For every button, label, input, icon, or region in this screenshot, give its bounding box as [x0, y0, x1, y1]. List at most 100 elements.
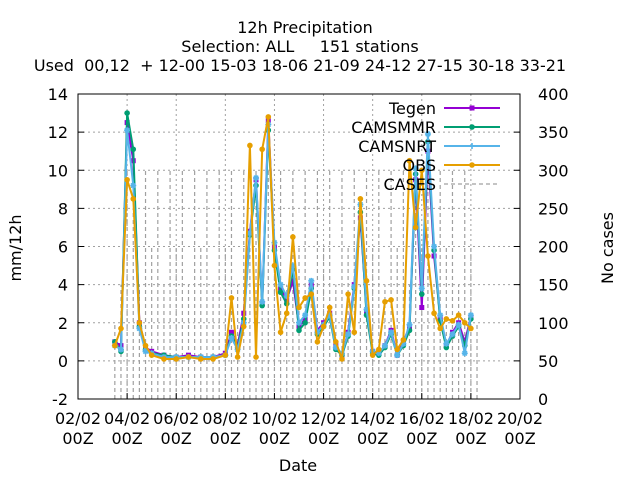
data-point [253, 354, 259, 360]
data-point [400, 337, 407, 343]
data-point [351, 283, 358, 290]
y-tick-label: -2 [52, 390, 68, 409]
data-point [142, 342, 149, 349]
data-point [381, 342, 388, 349]
data-point [443, 340, 450, 347]
data-point [296, 304, 302, 311]
data-point [136, 319, 143, 326]
data-point [136, 325, 143, 332]
data-point [234, 354, 241, 360]
y2-tick-label: 0 [538, 390, 548, 409]
data-point [271, 262, 278, 269]
data-point [228, 335, 235, 341]
data-point [345, 331, 352, 338]
data-point [283, 293, 290, 300]
y2-tick-label: 200 [538, 238, 569, 257]
data-point [425, 253, 431, 259]
data-point [326, 312, 333, 319]
data-point [228, 329, 234, 335]
y-tick-label: 14 [48, 85, 68, 104]
x-axis-ticks: 02/0200Z04/0200Z06/0200Z08/0200Z10/0200Z… [55, 393, 543, 448]
x-tick-label-date: 02/02 [55, 409, 101, 428]
x-axis-label: Date [279, 456, 317, 475]
x-tick-label-hour: 00Z [161, 429, 192, 448]
data-point [265, 114, 272, 120]
data-point [418, 167, 425, 174]
x-tick-label-hour: 00Z [308, 429, 339, 448]
data-point [419, 305, 425, 310]
data-point [339, 356, 345, 362]
x-tick-label-hour: 00Z [62, 429, 93, 448]
x-tick-label-hour: 00Z [259, 429, 290, 448]
data-point [290, 278, 296, 284]
y-tick-label: 4 [58, 276, 68, 295]
data-point [468, 325, 474, 332]
data-point [253, 174, 260, 181]
data-point [290, 234, 296, 240]
data-point [130, 146, 137, 153]
y2-tick-label: 150 [538, 276, 569, 295]
x-tick-label-date: 16/02 [399, 409, 445, 428]
data-point [326, 304, 333, 311]
data-point [124, 110, 130, 116]
data-point [412, 224, 419, 231]
data-point [314, 329, 321, 336]
data-point [277, 329, 284, 336]
y-tick-label: 2 [58, 314, 68, 333]
series-obs [112, 114, 474, 362]
data-point [455, 321, 462, 328]
data-point [302, 319, 308, 326]
data-point [197, 356, 204, 362]
data-point [173, 356, 180, 362]
data-point [259, 146, 265, 153]
data-point [388, 329, 395, 336]
data-point [240, 323, 247, 330]
data-point [296, 327, 302, 334]
legend-label: Tegen [388, 99, 436, 118]
y2-tick-label: 300 [538, 161, 569, 180]
data-point [369, 352, 376, 358]
data-point [210, 356, 216, 362]
x-tick-label-date: 04/02 [104, 409, 150, 428]
data-point [185, 354, 192, 360]
data-point [449, 318, 456, 324]
legend-marker [469, 124, 475, 130]
data-point [406, 157, 413, 164]
y2-tick-label: 250 [538, 199, 569, 218]
data-point [142, 348, 149, 355]
data-point [443, 316, 450, 322]
data-point [124, 127, 131, 134]
data-point [418, 291, 425, 297]
data-point [424, 131, 431, 138]
data-point [345, 291, 351, 297]
x-tick-label-hour: 00Z [111, 429, 142, 448]
data-point [130, 182, 137, 189]
data-point [357, 196, 364, 202]
data-point [246, 230, 253, 237]
x-tick-label-date: 18/02 [448, 409, 494, 428]
chart-subtitle-used: Used 00,12 + 12-00 15-03 18-06 21-09 24-… [34, 56, 566, 75]
data-point [222, 352, 229, 358]
x-tick-label-date: 20/02 [497, 409, 543, 428]
data-point [228, 295, 235, 301]
data-point [259, 298, 266, 305]
y2-tick-label: 400 [538, 85, 569, 104]
data-point [431, 243, 438, 250]
data-point [302, 312, 309, 319]
data-point [296, 319, 302, 326]
data-point [130, 196, 137, 202]
legend-label: CAMSMMR [351, 118, 436, 137]
series-layer [111, 110, 474, 362]
y-tick-label: 10 [48, 161, 68, 180]
y2-tick-label: 350 [538, 123, 569, 142]
data-point [351, 329, 358, 336]
data-point [124, 176, 130, 183]
data-point [382, 298, 388, 305]
data-point [449, 331, 456, 338]
legend-label: CASES [383, 175, 436, 194]
x-tick-label-date: 14/02 [350, 409, 396, 428]
data-point [283, 310, 290, 317]
legend-marker [469, 105, 475, 111]
y-tick-label: 12 [48, 123, 68, 142]
